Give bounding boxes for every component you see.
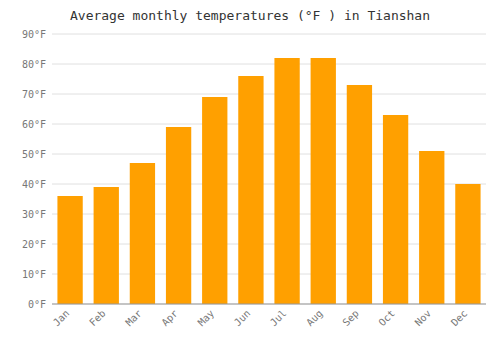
x-tick-label: Nov [413,308,434,329]
x-tick-label: Apr [159,308,180,329]
y-tick-label: 0°F [28,299,46,310]
bar [274,58,299,304]
x-tick-label: Feb [87,308,108,329]
grid-line [52,94,486,95]
grid-line [52,124,486,125]
chart: Average monthly temperatures (°F ) in Ti… [0,0,500,350]
bar [57,196,82,304]
title: Average monthly temperatures (°F ) in Ti… [70,8,430,23]
bar [419,151,444,304]
y-tick-label: 60°F [22,119,46,130]
grid-line [52,34,486,35]
x-tick-label: Mar [123,308,144,329]
bar [166,127,191,304]
bar [238,76,263,304]
x-tick-label: May [196,308,217,329]
bars [57,58,480,304]
bar [383,115,408,304]
y-tick-label: 70°F [22,89,46,100]
bar [202,97,227,304]
y-tick-label: 30°F [22,209,46,220]
x-tick-label: Jan [51,308,72,329]
x-tick-label: Oct [376,308,397,329]
x-tick-label: Aug [304,308,325,329]
y-tick-label: 90°F [22,29,46,40]
y-tick-label: 20°F [22,239,46,250]
x-tick-label: Dec [449,308,470,329]
x-tick-label: Sep [340,308,361,329]
bar [455,184,480,304]
bar [347,85,372,304]
y-tick-label: 10°F [22,269,46,280]
bar [311,58,336,304]
x-axis-line [52,304,486,305]
grid-line [52,64,486,65]
bar [94,187,119,304]
grid-line [52,304,486,305]
y-tick-label: 50°F [22,149,46,160]
x-tick-label: Jun [232,308,253,329]
y-tick-label: 80°F [22,59,46,70]
x-tick-label: Jul [268,308,289,329]
y-tick-label: 40°F [22,179,46,190]
bar [130,163,155,304]
